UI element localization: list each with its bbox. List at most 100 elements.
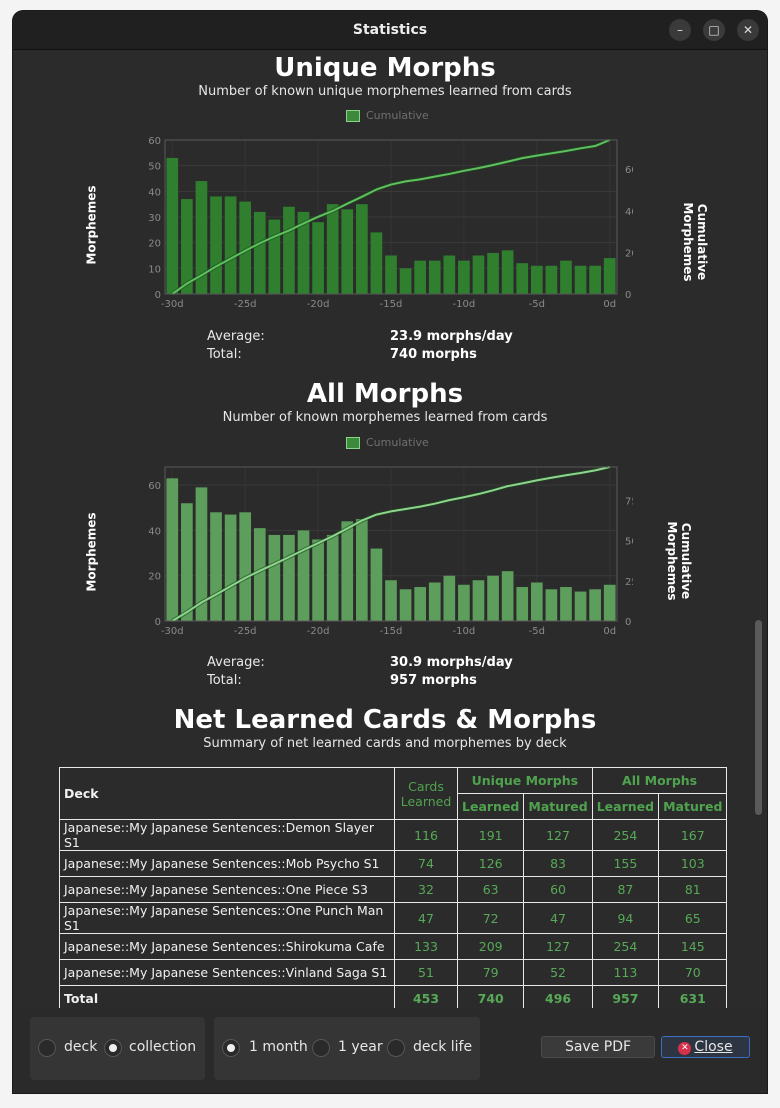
y2-tick-label: 400 xyxy=(625,207,633,218)
table-row: Japanese::My Japanese Sentences::Mob Psy… xyxy=(59,850,728,877)
all-learned: 254 xyxy=(591,819,660,851)
y-tick-label: 20 xyxy=(148,572,161,583)
y2-tick-label: 600 xyxy=(625,165,633,176)
bar xyxy=(385,255,397,294)
header-all-learned: Learned xyxy=(591,793,660,820)
all-legend[interactable]: Cumulative xyxy=(346,436,456,451)
scope-deck-radio[interactable] xyxy=(38,1039,56,1057)
x-tick-label: 0d xyxy=(603,626,616,637)
bar xyxy=(253,528,266,621)
cumulative-line xyxy=(171,139,611,295)
cumulative-line xyxy=(171,466,610,622)
bar xyxy=(195,181,208,294)
bar xyxy=(443,255,456,294)
header-all-morphs: All Morphs xyxy=(591,767,728,794)
bar xyxy=(253,211,266,294)
title-bar[interactable]: Statistics – □ ✕ xyxy=(13,11,767,50)
bar xyxy=(560,260,572,294)
unique-learned: 191 xyxy=(456,819,525,851)
statistics-window: Statistics – □ ✕ Unique Morphs Number of… xyxy=(13,11,767,1093)
all-morphs-chart[interactable]: 0 20 40 60 0 250 500 750 -30d -25d -20d -15d -10d -5d… xyxy=(123,457,633,637)
bar xyxy=(283,206,295,294)
bar xyxy=(166,157,179,294)
period-year-radio[interactable] xyxy=(312,1039,330,1057)
x-tick-label: -15d xyxy=(380,626,403,637)
bottom-bar: deck collection 1 month 1 year deck life… xyxy=(13,1008,767,1093)
net-learned-title: Net Learned Cards & Morphs xyxy=(173,705,597,735)
scope-deck-label[interactable]: deck xyxy=(64,1039,98,1055)
bar xyxy=(326,204,339,294)
unique-morphs-chart[interactable]: 01020304050600200400600-30d-25d-20d-15d-… xyxy=(123,130,633,310)
bar xyxy=(326,534,339,621)
unique-matured: 47 xyxy=(523,902,593,934)
legend-swatch xyxy=(346,437,360,449)
all-learned: 155 xyxy=(591,850,660,877)
all-matured: 145 xyxy=(658,933,728,960)
period-year-label[interactable]: 1 year xyxy=(338,1039,383,1055)
all-learned: 113 xyxy=(591,959,660,986)
period-life-label[interactable]: deck life xyxy=(413,1039,473,1055)
bar xyxy=(297,530,310,621)
unique-average-label: Average: xyxy=(207,329,265,344)
bar xyxy=(356,204,368,294)
period-month-radio[interactable] xyxy=(222,1039,240,1057)
period-life-radio[interactable] xyxy=(387,1039,405,1057)
total-all-matured: 631 xyxy=(658,985,728,1008)
table-row: Japanese::My Japanese Sentences::Vinland… xyxy=(59,959,728,986)
close-icon: ✕ xyxy=(678,1042,692,1055)
y-tick-label: 40 xyxy=(148,187,161,198)
unique-matured: 127 xyxy=(523,933,593,960)
y2-tick-label: 750 xyxy=(625,496,633,507)
total-label: Total xyxy=(59,985,395,1008)
total-unique-matured: 496 xyxy=(523,985,593,1008)
unique-learned: 72 xyxy=(456,902,525,934)
bar xyxy=(341,521,354,621)
y-tick-label: 40 xyxy=(148,526,161,537)
maximize-button[interactable]: □ xyxy=(703,19,725,41)
scope-collection-label[interactable]: collection xyxy=(129,1039,197,1055)
bar xyxy=(195,487,208,621)
scope-collection-radio[interactable] xyxy=(104,1039,122,1057)
all-total-label: Total: xyxy=(207,673,242,688)
bar xyxy=(370,232,383,294)
minimize-button[interactable]: – xyxy=(669,19,691,41)
x-tick-label: -10d xyxy=(453,299,476,310)
net-learned-subtitle: Summary of net learned cards and morphem… xyxy=(203,736,567,751)
table-row: Japanese::My Japanese Sentences::Demon S… xyxy=(59,819,728,851)
close-button[interactable]: ✕ Close xyxy=(661,1036,750,1058)
table-row: Japanese::My Japanese Sentences::One Pun… xyxy=(59,902,728,934)
header-unique-matured: Matured xyxy=(523,793,593,820)
period-month-label[interactable]: 1 month xyxy=(249,1039,308,1055)
y2-tick-label: 250 xyxy=(625,577,633,588)
plot-frame xyxy=(164,466,618,622)
close-window-button[interactable]: ✕ xyxy=(737,19,759,41)
cards-learned: 51 xyxy=(394,959,458,986)
x-tick-label: -20d xyxy=(307,299,330,310)
x-tick-label: -25d xyxy=(234,626,257,637)
all-matured: 103 xyxy=(658,850,728,877)
bar xyxy=(341,209,354,294)
y-right-line-2: Morphemes xyxy=(681,202,695,282)
bar xyxy=(268,534,281,621)
bar xyxy=(472,255,485,294)
bar xyxy=(530,265,543,294)
cards-learned: 47 xyxy=(394,902,458,934)
unique-legend[interactable]: Cumulative xyxy=(346,109,456,124)
unique-y-right-label: Cumulative Morphemes xyxy=(677,202,709,282)
all-y-right-label: Cumulative Morphemes xyxy=(661,521,693,601)
bar xyxy=(589,589,601,621)
x-tick-label: -30d xyxy=(161,626,184,637)
header-unique-learned: Learned xyxy=(456,793,525,820)
y-tick-label: 10 xyxy=(148,264,161,275)
bar xyxy=(414,587,426,621)
save-pdf-button[interactable]: Save PDF xyxy=(541,1036,655,1058)
bar xyxy=(545,265,558,294)
statistics-content[interactable]: Unique Morphs Number of known unique mor… xyxy=(13,50,767,1008)
net-learned-table: Deck Cards Learned Unique Morphs All Mor… xyxy=(59,767,728,1008)
vertical-scrollbar[interactable] xyxy=(755,620,762,815)
table-row: Japanese::My Japanese Sentences::Shiroku… xyxy=(59,933,728,960)
y-tick-label: 50 xyxy=(148,162,161,173)
unique-total-label: Total: xyxy=(207,347,242,362)
y2-tick-label: 200 xyxy=(625,248,633,259)
total-cards-learned: 453 xyxy=(394,985,458,1008)
